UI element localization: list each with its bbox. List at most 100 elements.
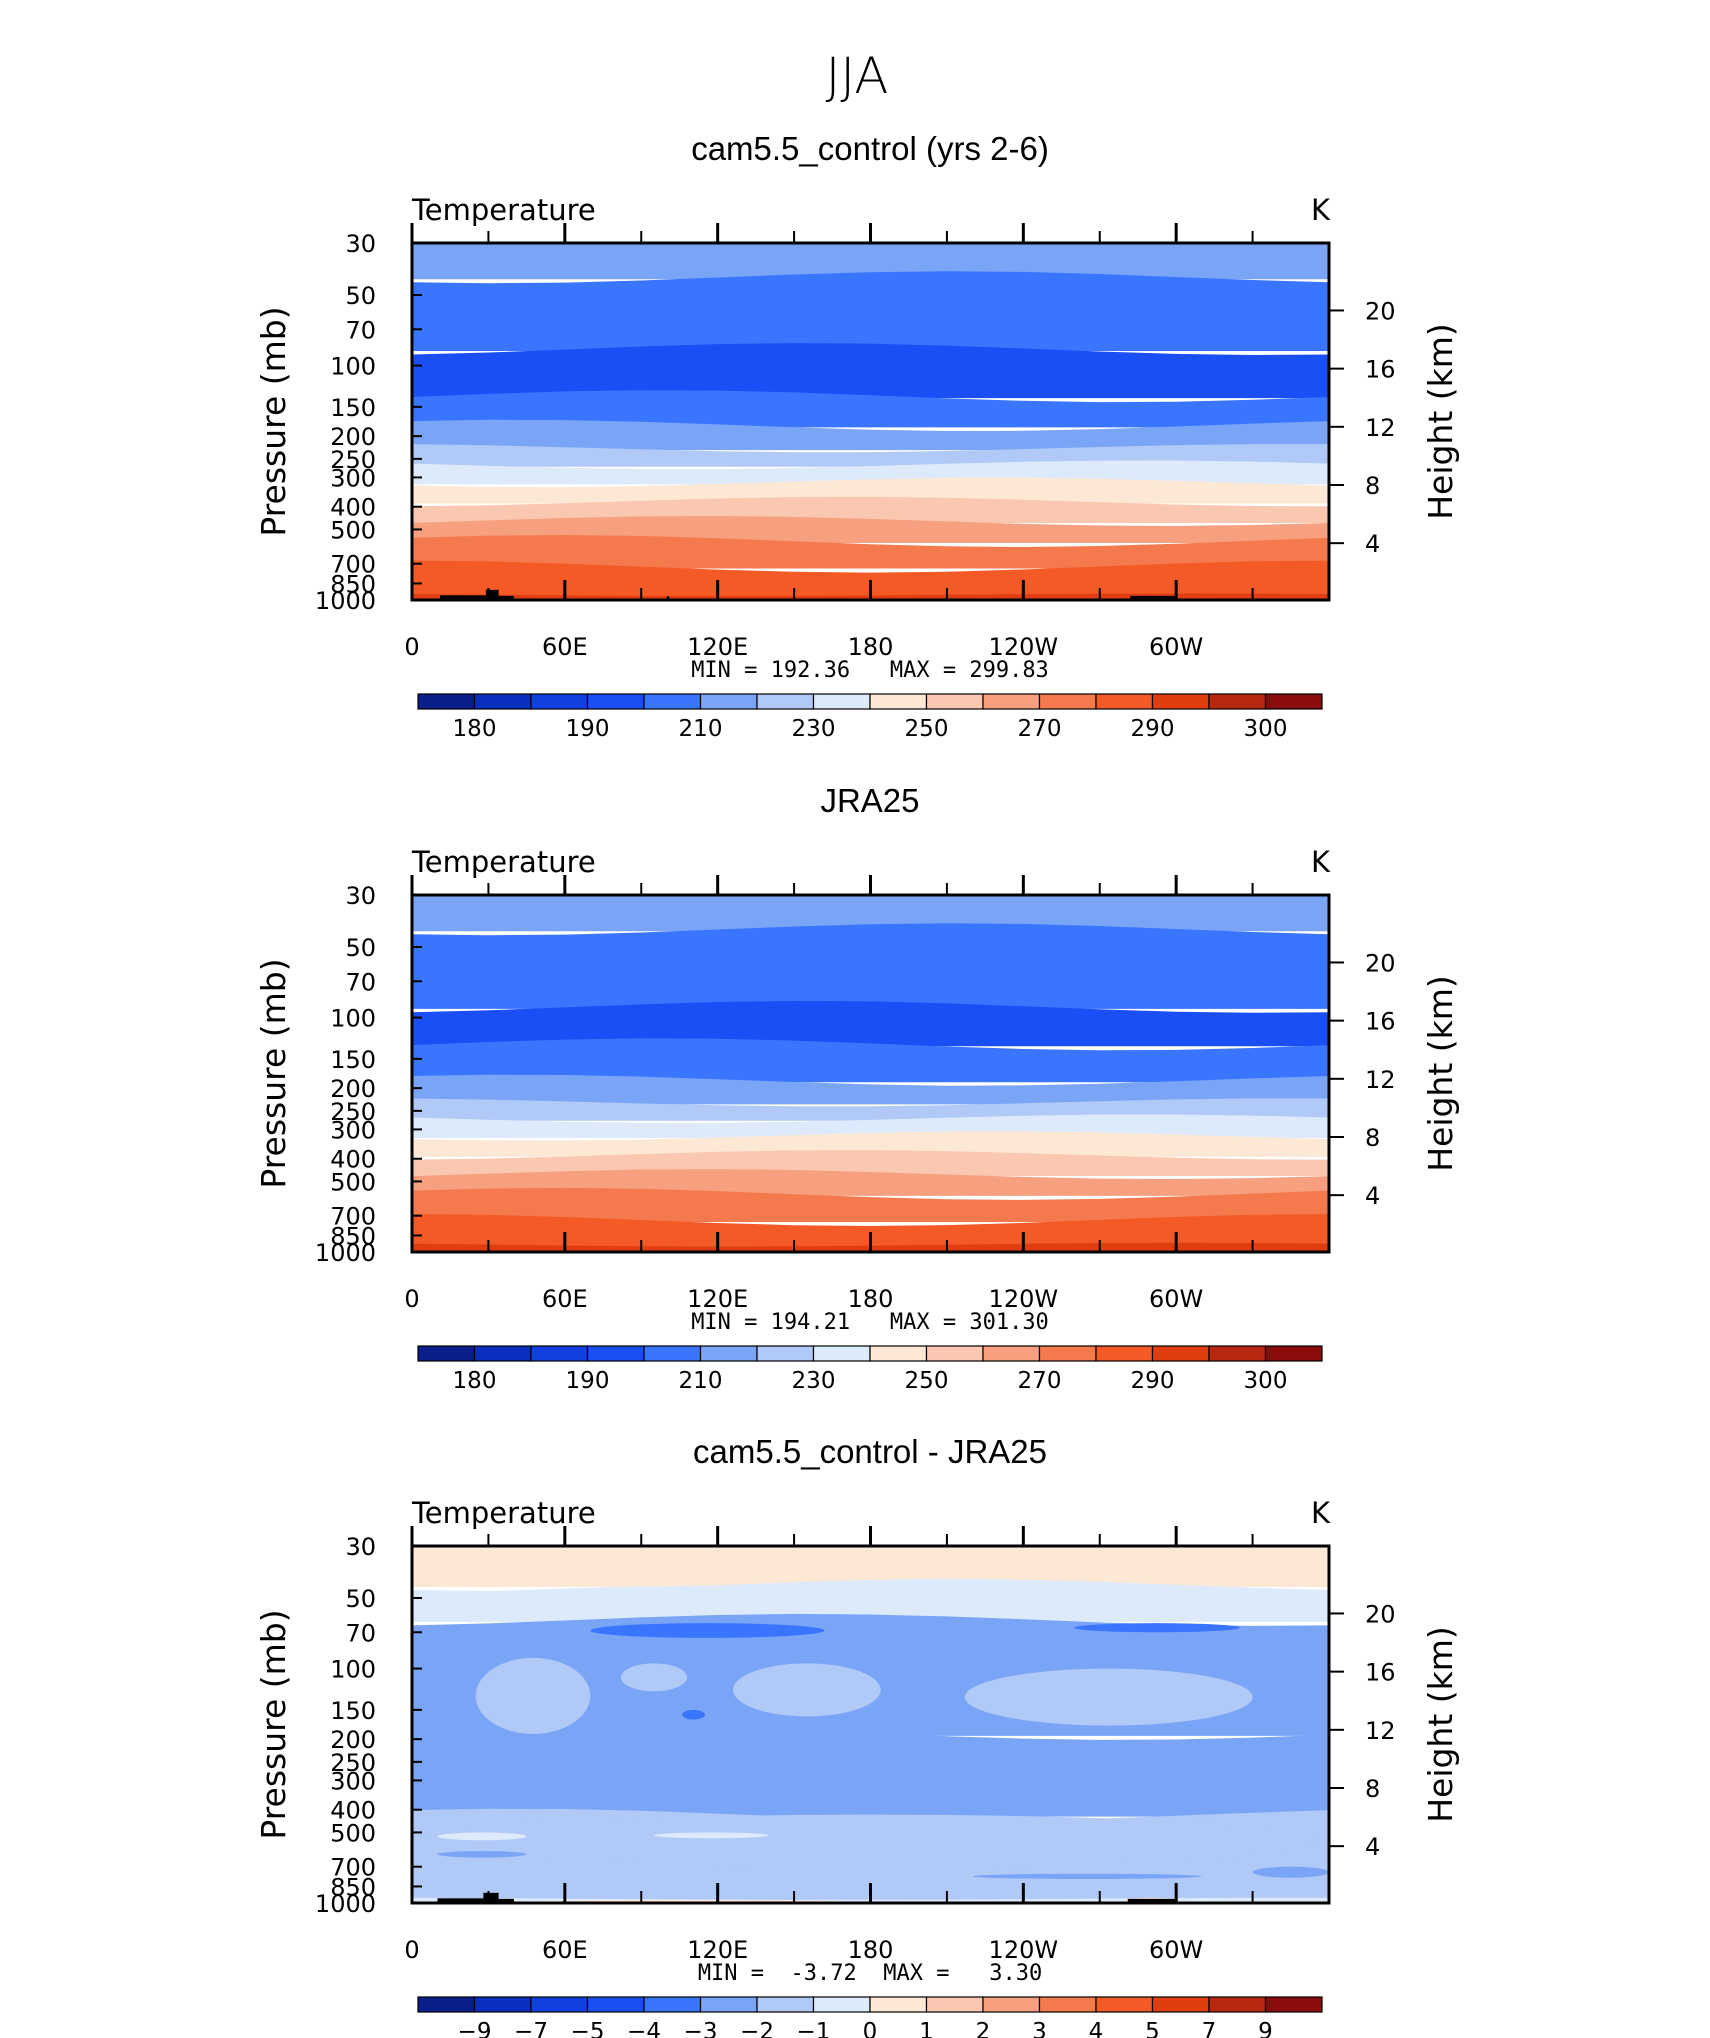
y-axis-label: Pressure (mb) [254,1609,293,1839]
colorbar-label: 4 [1089,2019,1104,2038]
y-tick-label: 500 [330,1819,376,1847]
y-tick-label: 70 [345,1619,376,1647]
colorbar-label: 5 [1145,2019,1160,2038]
y-tick-label: 850 [330,570,376,598]
contour-band [412,895,1329,932]
colorbar-label: 210 [679,1368,723,1394]
colorbar-swatch [812,693,871,710]
colorbar-swatch [1038,1996,1097,2013]
colorbar-swatch [530,1345,589,1362]
y2-tick-label: 20 [1365,297,1396,325]
colorbar-swatch [756,1996,815,2013]
y2-tick-label: 20 [1365,1600,1396,1628]
colorbar-swatch [756,1345,815,1362]
contour-region [1252,1866,1329,1878]
contour-region [475,1657,591,1734]
colorbar-swatch [1038,693,1097,710]
colorbar-swatch [925,693,984,710]
contour-band [412,460,1329,485]
y-tick-label: 30 [345,230,376,258]
y-tick-label: 200 [330,423,376,451]
x-tick-label: 180 [848,1285,894,1313]
colorbar-swatch [1151,693,1210,710]
units-label: K [1311,193,1331,227]
y2-axis-label: Height (km) [1421,323,1460,520]
contour-region [437,1832,527,1841]
contour-band [412,1187,1329,1222]
contour-band [412,1728,1329,1817]
colorbar-label: 250 [905,716,949,742]
x-tick-label: 120W [989,1285,1059,1313]
x-tick-label: 0 [404,633,419,661]
contour-band [412,560,1329,597]
contour-region [412,1814,1329,1867]
colorbar-swatch [1151,1345,1210,1362]
y-tick-label: 1000 [315,1239,376,1267]
y-tick-label: 400 [330,494,376,522]
contour-field [412,895,1329,1252]
y2-tick-label: 16 [1365,1008,1396,1036]
colorbar-swatch [982,693,1041,710]
min-max-readout: MIN = -3.72 MAX = 3.30 [698,1961,1042,1986]
colorbar-swatch [756,693,815,710]
colorbar-swatch [925,1996,984,2013]
colorbar-label: −4 [627,2019,661,2038]
colorbar-swatch [1151,1996,1210,2013]
units-label: K [1311,845,1331,879]
variable-label: Temperature [411,1496,596,1530]
contour-region [964,1668,1253,1726]
y-tick-label: 300 [330,464,376,492]
panel-title: cam5.5_control - JRA25 [693,1433,1047,1470]
y-tick-label: 850 [330,1873,376,1901]
panel-title: JRA25 [820,782,919,819]
colorbar-label: 180 [453,1368,497,1394]
terrain-block [498,595,514,600]
y-tick-label: 50 [345,934,376,962]
contour-region [590,1623,825,1638]
colorbar-label: 270 [1018,1368,1062,1394]
colorbar-swatch [982,1996,1041,2013]
y2-tick-label: 12 [1365,1717,1396,1745]
variable-label: Temperature [411,193,596,227]
x-tick-label: 180 [848,1936,894,1964]
y-tick-label: 100 [330,1656,376,1684]
colorbar-label: 230 [792,716,836,742]
colorbar-swatch [586,693,645,710]
y-tick-label: 150 [330,1697,376,1725]
y-tick-label: 30 [345,882,376,910]
x-tick-label: 120E [687,1936,748,1964]
colorbar-swatch [869,693,928,710]
y-axis-label: Pressure (mb) [254,306,293,536]
colorbar-swatch [699,1345,758,1362]
y2-tick-label: 8 [1365,1124,1380,1152]
y-tick-label: 200 [330,1075,376,1103]
colorbar-label: 190 [566,1368,610,1394]
colorbar-swatch [1264,1996,1323,2013]
terrain-block [498,1898,514,1903]
colorbar-label: 2 [976,2019,991,2038]
colorbar-label: 180 [453,716,497,742]
x-tick-label: 0 [404,1285,419,1313]
contour-field [412,1546,1329,1903]
x-tick-label: 120E [687,633,748,661]
terrain-block [1130,595,1177,600]
terrain-block [440,595,486,600]
contour-band [412,271,1329,352]
x-tick-label: 180 [848,633,894,661]
colorbar-swatch [869,1996,928,2013]
y2-tick-label: 8 [1365,1775,1380,1803]
colorbar-swatch [1038,1345,1097,1362]
colorbar-swatch [473,1996,532,2013]
contour-field [412,243,1329,600]
figure-title: JJA [826,47,889,105]
colorbar-swatch [812,1996,871,2013]
y-tick-label: 70 [345,968,376,996]
y-tick-label: 100 [330,353,376,381]
colorbar-swatch [417,1345,476,1362]
colorbar-swatch [417,693,476,710]
contour-band [412,390,1329,428]
colorbar-label: −7 [514,2019,548,2038]
colorbar-swatch [925,1345,984,1362]
contour-band [412,1214,1329,1247]
